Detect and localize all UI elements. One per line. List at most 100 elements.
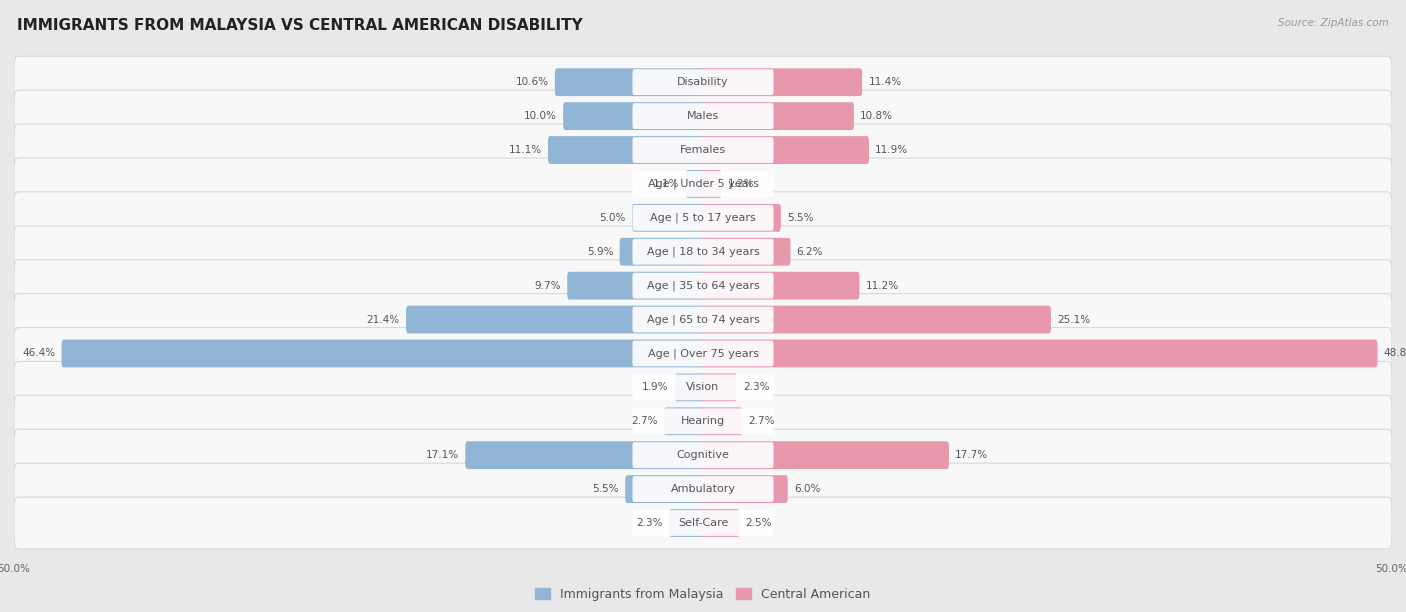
Text: 11.9%: 11.9% (875, 145, 908, 155)
Text: Age | 35 to 64 years: Age | 35 to 64 years (647, 280, 759, 291)
FancyBboxPatch shape (626, 475, 704, 503)
FancyBboxPatch shape (14, 56, 1392, 108)
FancyBboxPatch shape (702, 204, 780, 232)
FancyBboxPatch shape (62, 340, 704, 367)
FancyBboxPatch shape (14, 192, 1392, 244)
Text: 2.7%: 2.7% (748, 416, 775, 427)
Text: 10.8%: 10.8% (860, 111, 893, 121)
FancyBboxPatch shape (620, 238, 704, 266)
FancyBboxPatch shape (14, 395, 1392, 447)
FancyBboxPatch shape (14, 124, 1392, 176)
FancyBboxPatch shape (633, 239, 773, 264)
FancyBboxPatch shape (633, 375, 773, 400)
FancyBboxPatch shape (633, 476, 773, 502)
FancyBboxPatch shape (633, 205, 773, 231)
Text: 17.1%: 17.1% (426, 450, 460, 460)
FancyBboxPatch shape (633, 341, 773, 367)
FancyBboxPatch shape (633, 137, 773, 163)
FancyBboxPatch shape (14, 158, 1392, 210)
FancyBboxPatch shape (702, 272, 859, 299)
Text: 2.5%: 2.5% (745, 518, 772, 528)
Text: 10.6%: 10.6% (516, 77, 548, 87)
FancyBboxPatch shape (702, 509, 740, 537)
Text: 11.2%: 11.2% (866, 281, 898, 291)
FancyBboxPatch shape (669, 509, 704, 537)
Text: 9.7%: 9.7% (534, 281, 561, 291)
FancyBboxPatch shape (702, 69, 862, 96)
Text: 5.0%: 5.0% (599, 213, 626, 223)
FancyBboxPatch shape (633, 69, 773, 95)
Text: 46.4%: 46.4% (22, 348, 55, 359)
FancyBboxPatch shape (702, 102, 853, 130)
Text: IMMIGRANTS FROM MALAYSIA VS CENTRAL AMERICAN DISABILITY: IMMIGRANTS FROM MALAYSIA VS CENTRAL AMER… (17, 18, 582, 34)
FancyBboxPatch shape (633, 171, 773, 197)
Text: Age | 65 to 74 years: Age | 65 to 74 years (647, 315, 759, 325)
FancyBboxPatch shape (14, 259, 1392, 312)
FancyBboxPatch shape (633, 103, 773, 129)
FancyBboxPatch shape (633, 408, 773, 434)
FancyBboxPatch shape (406, 305, 704, 334)
Text: Self-Care: Self-Care (678, 518, 728, 528)
Text: Males: Males (688, 111, 718, 121)
FancyBboxPatch shape (14, 463, 1392, 515)
FancyBboxPatch shape (567, 272, 704, 299)
Text: 2.3%: 2.3% (637, 518, 664, 528)
FancyBboxPatch shape (14, 429, 1392, 481)
FancyBboxPatch shape (548, 136, 704, 164)
FancyBboxPatch shape (633, 273, 773, 299)
Text: 1.9%: 1.9% (643, 382, 669, 392)
Text: 1.2%: 1.2% (728, 179, 754, 189)
Text: 10.0%: 10.0% (524, 111, 557, 121)
Text: 11.4%: 11.4% (869, 77, 901, 87)
FancyBboxPatch shape (564, 102, 704, 130)
FancyBboxPatch shape (633, 442, 773, 468)
Text: Vision: Vision (686, 382, 720, 392)
Text: 11.1%: 11.1% (509, 145, 541, 155)
FancyBboxPatch shape (14, 294, 1392, 346)
FancyBboxPatch shape (702, 408, 742, 435)
FancyBboxPatch shape (702, 475, 787, 503)
Text: Hearing: Hearing (681, 416, 725, 427)
FancyBboxPatch shape (633, 510, 773, 536)
Text: 2.7%: 2.7% (631, 416, 658, 427)
Text: 5.5%: 5.5% (787, 213, 814, 223)
Text: 21.4%: 21.4% (367, 315, 399, 324)
Text: 6.2%: 6.2% (797, 247, 823, 257)
Text: Age | 5 to 17 years: Age | 5 to 17 years (650, 212, 756, 223)
FancyBboxPatch shape (555, 69, 704, 96)
Legend: Immigrants from Malaysia, Central American: Immigrants from Malaysia, Central Americ… (530, 583, 876, 606)
FancyBboxPatch shape (14, 497, 1392, 549)
Text: Ambulatory: Ambulatory (671, 484, 735, 494)
FancyBboxPatch shape (702, 340, 1378, 367)
Text: 5.9%: 5.9% (586, 247, 613, 257)
FancyBboxPatch shape (702, 373, 737, 401)
Text: Females: Females (681, 145, 725, 155)
FancyBboxPatch shape (14, 327, 1392, 379)
FancyBboxPatch shape (702, 170, 721, 198)
Text: 17.7%: 17.7% (955, 450, 988, 460)
FancyBboxPatch shape (14, 90, 1392, 142)
Text: 1.1%: 1.1% (652, 179, 679, 189)
FancyBboxPatch shape (633, 307, 773, 332)
Text: Age | Under 5 years: Age | Under 5 years (648, 179, 758, 189)
Text: 6.0%: 6.0% (794, 484, 820, 494)
FancyBboxPatch shape (14, 226, 1392, 278)
Text: 25.1%: 25.1% (1057, 315, 1090, 324)
FancyBboxPatch shape (702, 305, 1050, 334)
FancyBboxPatch shape (14, 362, 1392, 413)
Text: Age | Over 75 years: Age | Over 75 years (648, 348, 758, 359)
FancyBboxPatch shape (664, 408, 704, 435)
FancyBboxPatch shape (702, 238, 790, 266)
Text: Disability: Disability (678, 77, 728, 87)
FancyBboxPatch shape (465, 441, 704, 469)
FancyBboxPatch shape (633, 204, 704, 232)
Text: Source: ZipAtlas.com: Source: ZipAtlas.com (1278, 18, 1389, 28)
FancyBboxPatch shape (686, 170, 704, 198)
Text: 5.5%: 5.5% (592, 484, 619, 494)
FancyBboxPatch shape (675, 373, 704, 401)
Text: 2.3%: 2.3% (742, 382, 769, 392)
Text: Cognitive: Cognitive (676, 450, 730, 460)
FancyBboxPatch shape (702, 441, 949, 469)
Text: 48.8%: 48.8% (1384, 348, 1406, 359)
Text: Age | 18 to 34 years: Age | 18 to 34 years (647, 247, 759, 257)
